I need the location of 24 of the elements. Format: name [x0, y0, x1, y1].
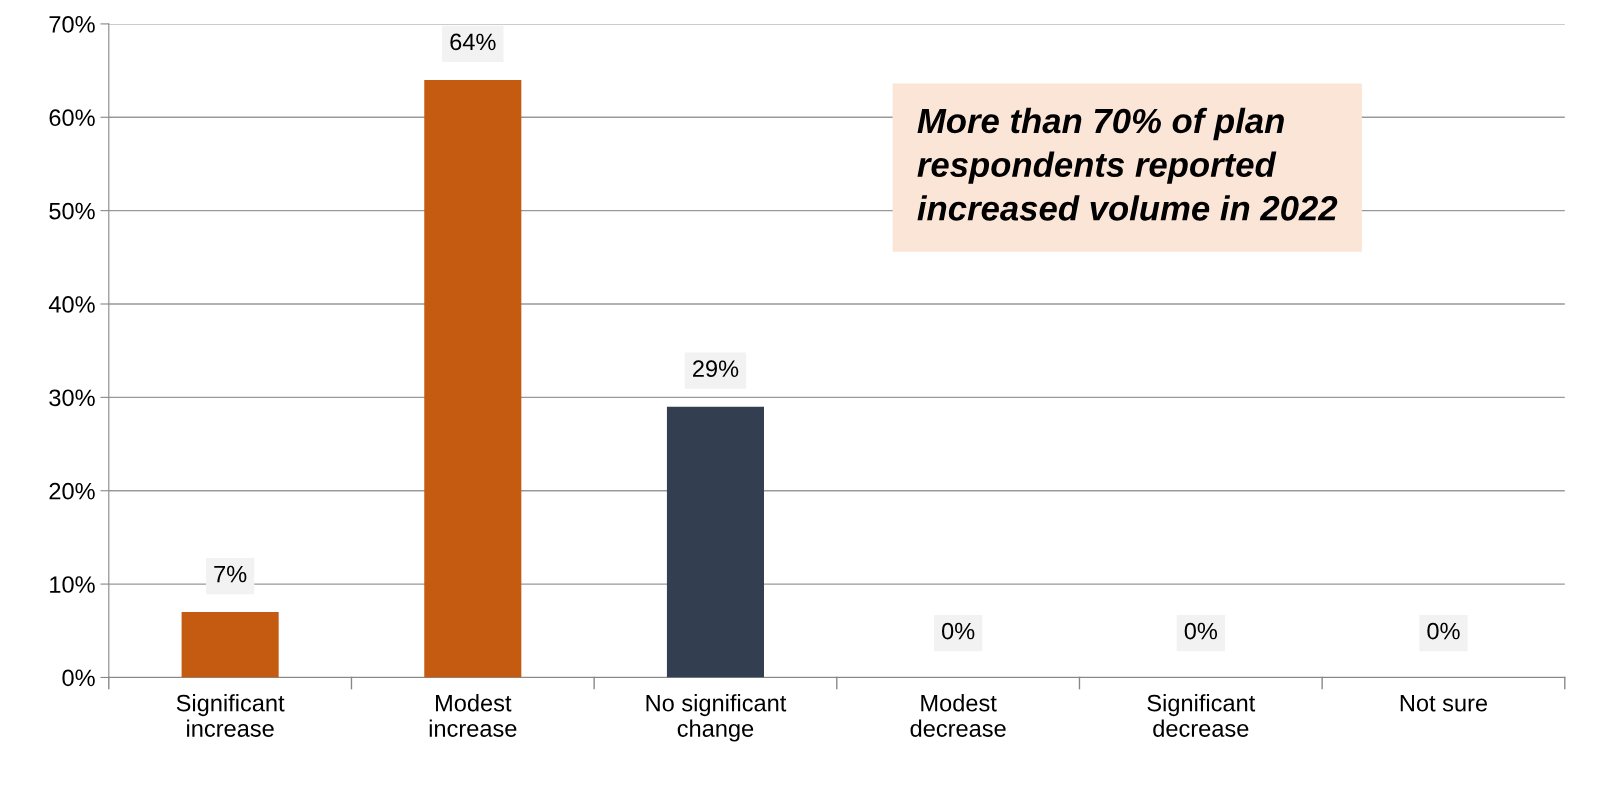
y-tick-label: 30% [49, 389, 95, 407]
x-tick-label: Modest increase [429, 694, 517, 737]
data-label: 7% [214, 565, 247, 583]
data-label: 29% [693, 360, 739, 378]
x-tick-label: No significant change [646, 694, 787, 742]
x-tick-label: Not sure [1400, 694, 1488, 712]
bar [666, 406, 764, 678]
y-tick-label: 60% [49, 109, 95, 127]
y-tick-label: 20% [49, 482, 95, 500]
data-label: 0% [941, 622, 975, 640]
y-tick-label: 0% [62, 669, 95, 687]
bar [424, 79, 522, 678]
x-tick-label: Significant increase [176, 694, 285, 737]
x-tick-label: Significant decrease [1147, 694, 1256, 737]
data-label: 0% [1427, 622, 1460, 640]
data-label: 0% [1184, 622, 1218, 640]
data-label: 64% [450, 33, 496, 51]
y-tick-label: 50% [49, 202, 95, 220]
y-tick-label: 70% [49, 15, 95, 33]
y-tick-label: 40% [48, 296, 95, 313]
y-tick-label: 10% [50, 576, 95, 593]
bar [181, 612, 279, 678]
x-tick-label: Modest decrease [910, 694, 1006, 737]
annotation: More than 70% of plan respondents reported increased volume in 2022 [917, 107, 1338, 221]
